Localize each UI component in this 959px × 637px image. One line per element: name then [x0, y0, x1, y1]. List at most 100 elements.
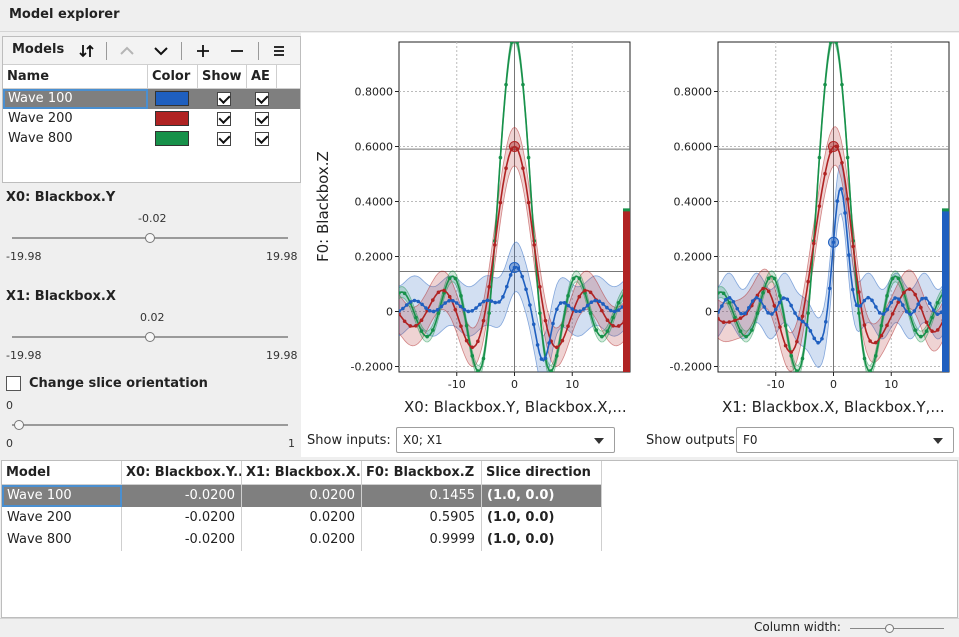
series-point — [566, 324, 570, 328]
orientation-checkbox[interactable] — [6, 376, 21, 391]
series-point — [919, 334, 923, 339]
plot1-chart[interactable]: 0.8000 0.6000 0.4000 0.2000 0 -0.2000 -10 0 10 — [340, 36, 640, 392]
show-inputs-dropdown[interactable]: X0; X1 — [396, 427, 615, 453]
model-name[interactable]: Wave 200 — [8, 111, 73, 126]
cell-model[interactable]: Wave 800 — [2, 529, 122, 551]
series-point — [416, 299, 421, 304]
series-point — [885, 294, 889, 298]
series-point — [781, 296, 786, 300]
col-x0-header[interactable]: X0: Blackbox.Y... — [122, 461, 242, 485]
slider-x1-handle[interactable] — [145, 332, 155, 342]
sort-icon[interactable] — [75, 40, 99, 62]
cell-f0[interactable]: 0.1455 — [362, 485, 482, 507]
cell-x0[interactable]: -0.0200 — [122, 507, 242, 529]
series-point — [593, 298, 598, 303]
series-point — [560, 323, 565, 328]
column-width-track[interactable] — [850, 628, 944, 629]
model-show-checkbox[interactable] — [217, 92, 231, 106]
cell-model[interactable]: Wave 200 — [2, 507, 122, 529]
col-slice-header[interactable]: Slice direction — [482, 461, 602, 485]
col-model-header[interactable]: Model — [2, 461, 122, 485]
cell-x1[interactable]: 0.0200 — [242, 485, 362, 507]
series-point — [850, 287, 855, 292]
value-bar-cap — [623, 208, 630, 212]
model-ae-checkbox[interactable] — [255, 92, 269, 106]
cell-x1[interactable]: 0.0200 — [242, 507, 362, 529]
slider-x0-title: X0: Blackbox.Y — [6, 190, 116, 205]
col-color-header[interactable]: Color — [148, 65, 198, 89]
col-f0-header[interactable]: F0: Blackbox.Z — [362, 461, 482, 485]
series-point — [904, 309, 909, 314]
table-row[interactable]: Wave 100 -0.0200 0.0200 0.1455 (1.0, 0.0) — [2, 485, 602, 507]
series-point — [476, 339, 480, 344]
series-point — [766, 311, 770, 315]
orientation-handle[interactable] — [14, 420, 24, 430]
cell-f0[interactable]: 0.5905 — [362, 507, 482, 529]
series-point — [532, 243, 537, 247]
minus-icon[interactable] — [225, 40, 249, 62]
col-name-header[interactable]: Name — [3, 65, 148, 89]
series-point — [718, 310, 720, 315]
series-point — [924, 320, 929, 325]
plot2-chart[interactable]: 0.8000 0.6000 0.4000 0.2000 0 -0.2000 -10 0 10 — [659, 36, 957, 392]
cell-slice-direction[interactable]: (1.0, 0.0) — [482, 507, 602, 529]
model-row[interactable]: Wave 200 — [3, 109, 300, 129]
series-point — [524, 287, 528, 292]
slider-x0-handle[interactable] — [145, 233, 155, 243]
model-row[interactable]: Wave 100 — [3, 89, 300, 109]
model-show-checkbox[interactable] — [217, 132, 231, 146]
plus-icon[interactable] — [191, 40, 215, 62]
cell-slice-direction[interactable]: (1.0, 0.0) — [482, 529, 602, 551]
model-color-swatch[interactable] — [155, 91, 189, 106]
model-name[interactable]: Wave 100 — [3, 89, 148, 109]
model-row[interactable]: Wave 800 — [3, 129, 300, 149]
series-point — [727, 320, 732, 324]
cell-x0[interactable]: -0.0200 — [122, 529, 242, 551]
series-point — [481, 299, 486, 304]
series-point — [431, 309, 436, 314]
model-color-swatch[interactable] — [155, 131, 189, 146]
x-tick-label: 10 — [884, 378, 898, 391]
model-show-checkbox[interactable] — [217, 112, 231, 126]
series-point — [902, 290, 906, 295]
series-point — [404, 303, 409, 307]
col-show-header[interactable]: Show — [198, 65, 247, 89]
series-point — [498, 155, 503, 160]
series-point — [766, 276, 771, 281]
series-point — [458, 304, 463, 309]
chevron-up-icon[interactable] — [115, 40, 139, 62]
series-point — [436, 290, 441, 295]
cell-x1[interactable]: 0.0200 — [242, 529, 362, 551]
show-outputs-dropdown[interactable]: F0 — [736, 427, 954, 453]
chevron-down-icon[interactable] — [149, 40, 173, 62]
table-row[interactable]: Wave 800 -0.0200 0.0200 0.9999 (1.0, 0.0) — [2, 529, 602, 551]
series-point — [419, 329, 424, 333]
series-point — [605, 305, 609, 310]
y-tick-label: -0.2000 — [351, 361, 393, 374]
model-ae-checkbox[interactable] — [255, 132, 269, 146]
series-point — [890, 311, 895, 316]
series-point — [515, 42, 520, 44]
y-tick-label: 0.6000 — [674, 141, 713, 154]
series-point — [913, 328, 917, 332]
col-x1-header[interactable]: X1: Blackbox.X... — [242, 461, 362, 485]
series-point — [877, 311, 882, 315]
series-point — [785, 297, 790, 302]
menu-icon[interactable] — [267, 40, 291, 62]
column-width-handle[interactable] — [885, 624, 894, 633]
cell-x0[interactable]: -0.0200 — [122, 485, 242, 507]
model-ae-checkbox[interactable] — [255, 112, 269, 126]
col-ae-header[interactable]: AE — [247, 65, 277, 89]
model-name[interactable]: Wave 800 — [8, 131, 73, 146]
orientation-track[interactable] — [12, 424, 288, 426]
table-row[interactable]: Wave 200 -0.0200 0.0200 0.5905 (1.0, 0.0) — [2, 507, 602, 529]
series-point — [558, 301, 563, 305]
cell-model[interactable]: Wave 100 — [2, 485, 122, 507]
cell-f0[interactable]: 0.9999 — [362, 529, 482, 551]
cell-slice-direction[interactable]: (1.0, 0.0) — [482, 485, 602, 507]
model-color-swatch[interactable] — [155, 111, 189, 126]
series-point — [720, 304, 724, 308]
series-point — [459, 294, 463, 298]
series-point — [555, 307, 559, 312]
series-point — [873, 354, 878, 358]
